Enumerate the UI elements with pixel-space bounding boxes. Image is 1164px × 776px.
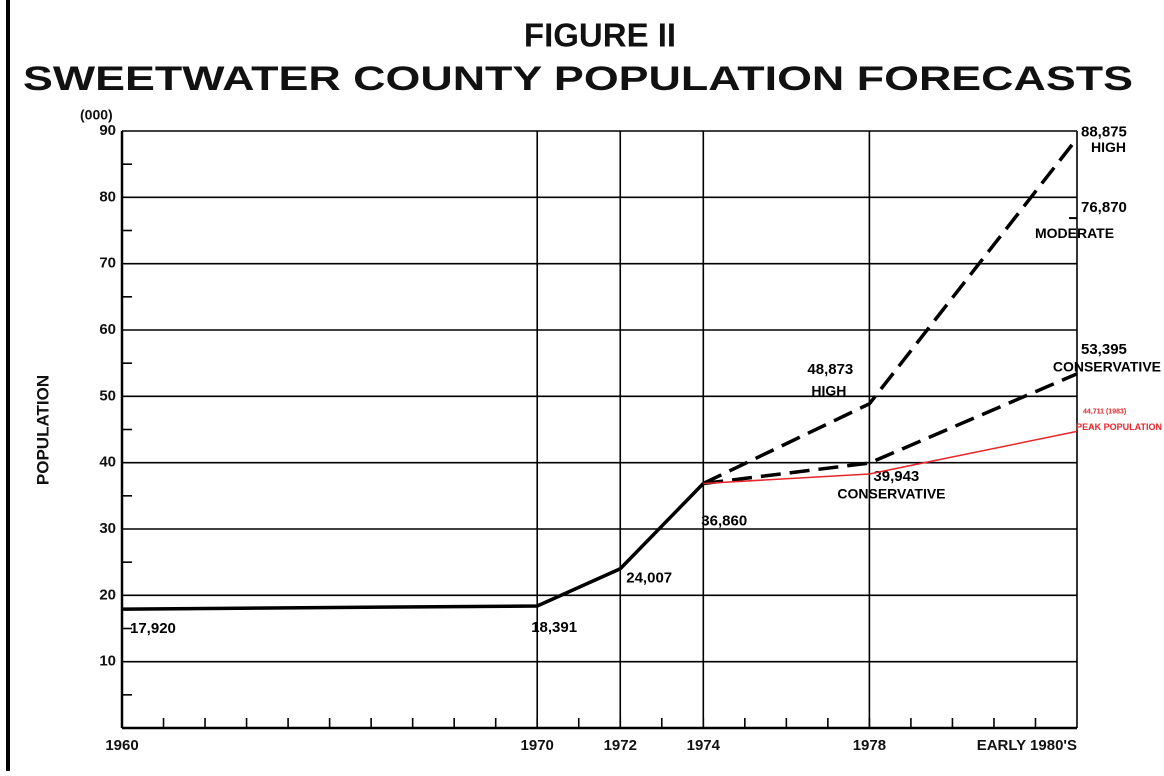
data-label: 36,860 [701, 512, 747, 529]
x-tick-label: 1972 [604, 737, 637, 754]
data-label: 48,873 [807, 361, 853, 378]
x-tick-label: 1970 [521, 737, 554, 754]
series-line [702, 137, 1079, 486]
y-tick-label: 10 [99, 653, 116, 670]
series-name: PEAK POPULATION [1076, 422, 1162, 432]
data-label: 88,875 [1081, 123, 1127, 140]
data-label: 53,395 [1081, 341, 1127, 358]
series-line [121, 482, 705, 611]
series-name: CONSERVATIVE [837, 486, 945, 502]
chart-subtitle: SWEETWATER COUNTY POPULATION FORECASTS [23, 60, 1133, 98]
data-label: 44,711 (1983) [1083, 408, 1126, 415]
y-tick-label: 40 [99, 454, 116, 471]
y-tick-label: 90 [99, 122, 116, 139]
y-tick-label: 80 [99, 188, 116, 205]
series-name: HIGH [1091, 139, 1126, 155]
x-tick-label: 1978 [853, 737, 886, 754]
data-label: 76,870 [1081, 199, 1127, 216]
data-label: 17,920 [130, 620, 176, 637]
y-tick-label: 50 [99, 387, 116, 404]
y-tick-label: 20 [99, 586, 116, 603]
data-label: 39,943 [873, 468, 919, 485]
series-line [703, 430, 1078, 485]
series-name: HIGH [811, 383, 846, 399]
x-tick-label: 1974 [687, 737, 721, 754]
y-tick-label: 30 [99, 520, 116, 537]
data-label: 18,391 [531, 619, 577, 636]
x-tick-label: EARLY 1980'S [977, 737, 1077, 754]
chart-title: FIGURE II [524, 17, 676, 54]
series-name: CONSERVATIVE [1053, 359, 1161, 375]
series-name: MODERATE [1035, 225, 1114, 241]
y-tick-label: 60 [99, 321, 116, 338]
y-unit: (000) [80, 107, 113, 123]
y-axis-label: POPULATION [33, 375, 52, 485]
y-tick-label: 70 [99, 255, 116, 272]
x-tick-label: 1960 [105, 737, 138, 754]
data-label: 24,007 [626, 570, 672, 587]
